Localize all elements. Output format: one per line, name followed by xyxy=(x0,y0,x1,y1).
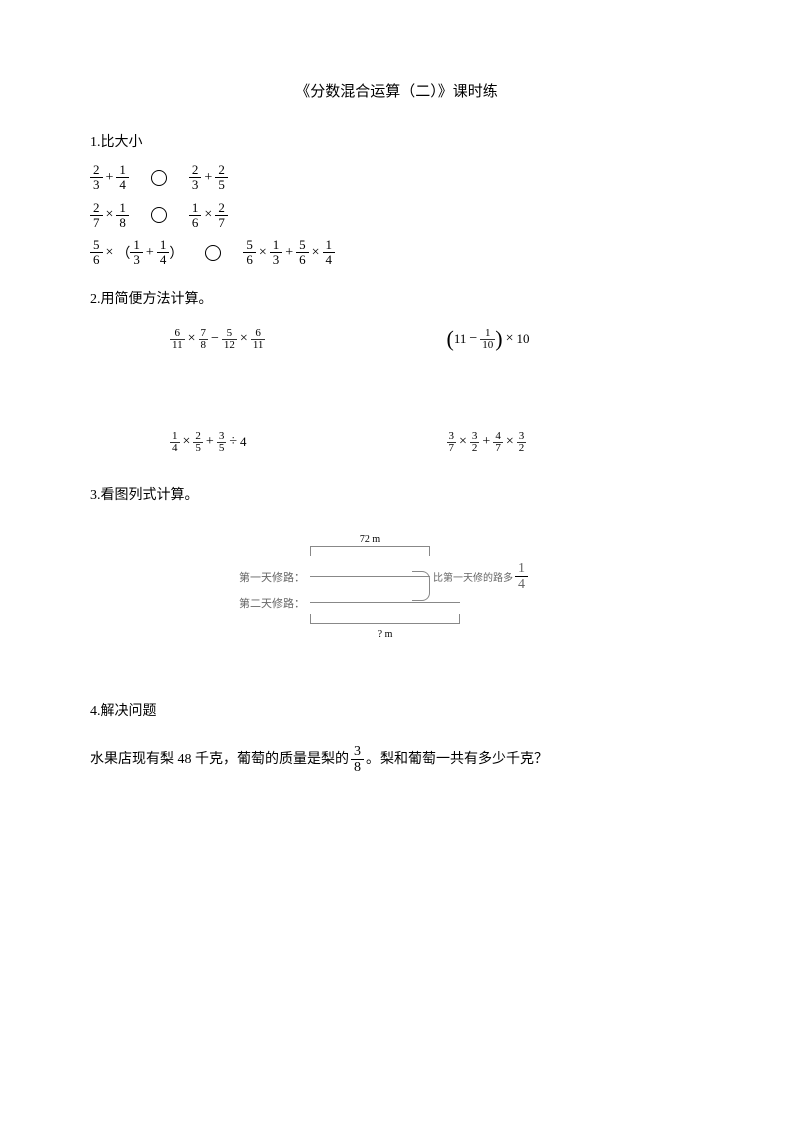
diag-label-2: 第二天修路： xyxy=(230,595,305,611)
question-2: 2.用简便方法计算。 611×78−512×611 (11−110)×10 14×2… xyxy=(90,288,703,454)
q2-header: 2.用简便方法计算。 xyxy=(90,288,703,308)
q4-header: 4.解决问题 xyxy=(90,700,703,720)
q3-header: 3.看图列式计算。 xyxy=(90,484,703,504)
diagram: 72 m 第一天修路： 比第一天修的路多 1 4 第二天修路： ? m xyxy=(230,534,550,640)
q4-before: 水果店现有梨 48 千克，葡萄的质量是梨的 xyxy=(90,747,349,772)
bottom-measure: ? m xyxy=(310,629,460,640)
question-3: 3.看图列式计算。 72 m 第一天修路： 比第一天修的路多 1 4 第二天修路… xyxy=(90,484,703,640)
compare-circle xyxy=(151,170,167,186)
compare-circle xyxy=(205,245,221,261)
compare-row: 27×1816×27 xyxy=(90,201,703,231)
q4-after: 。梨和葡萄一共有多少千克？ xyxy=(366,747,548,772)
page-title: 《分数混合运算（二）》课时练 xyxy=(90,80,703,101)
q4-frac: 3 8 xyxy=(351,744,364,776)
calc-item: 14×25+35÷4 xyxy=(170,431,427,454)
diag-label-1: 第一天修路： xyxy=(230,569,305,585)
bracket-bottom xyxy=(310,614,460,624)
calc-item: 37×32+47×32 xyxy=(447,431,704,454)
q1-header: 1.比大小 xyxy=(90,131,703,151)
bracket-top xyxy=(310,546,430,556)
compare-circle xyxy=(151,207,167,223)
question-4: 4.解决问题 水果店现有梨 48 千克，葡萄的质量是梨的 3 8 。梨和葡萄一共… xyxy=(90,700,703,776)
calc-item: (11−110)×10 xyxy=(447,328,704,351)
q4-text: 水果店现有梨 48 千克，葡萄的质量是梨的 3 8 。梨和葡萄一共有多少千克？ xyxy=(90,744,703,776)
question-1: 1.比大小 23+1423+25 27×1816×27 56×（13+14）56×1… xyxy=(90,131,703,268)
top-measure: 72 m xyxy=(310,534,430,545)
calc-item: 611×78−512×611 xyxy=(170,328,427,351)
compare-row: 56×（13+14）56×13+56×14 xyxy=(90,238,703,268)
diag-side-text: 比第一天修的路多 1 4 xyxy=(433,561,530,593)
diag-frac: 1 4 xyxy=(515,561,528,593)
compare-row: 23+1423+25 xyxy=(90,163,703,193)
